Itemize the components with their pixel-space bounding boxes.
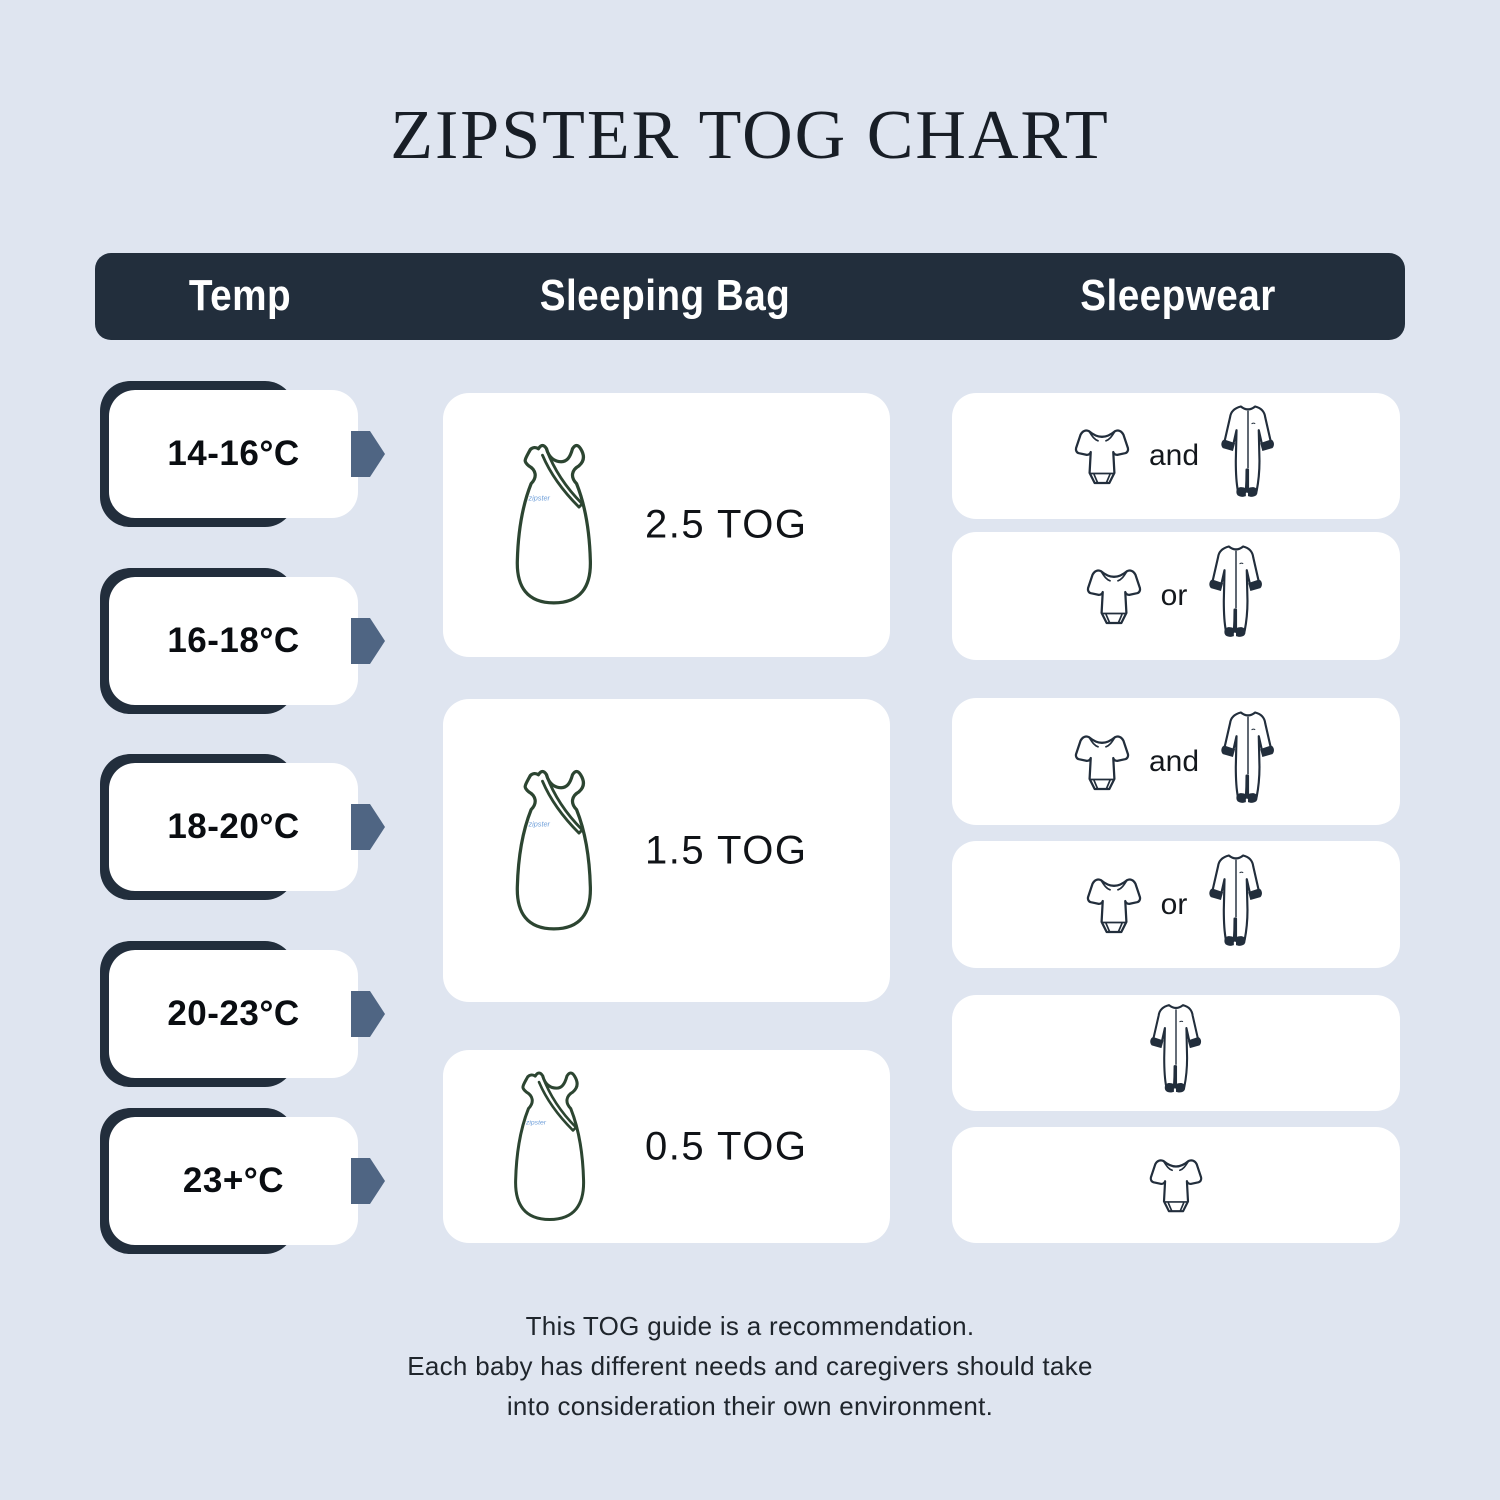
conjunction-label: and	[1148, 744, 1200, 778]
temp-box: 20-23°C	[109, 950, 358, 1078]
sleepsuit-icon	[1203, 851, 1269, 959]
arrow-right-icon	[351, 804, 385, 850]
sleepwear-card	[952, 995, 1400, 1111]
column-header-sleeping-bag: Sleeping Bag	[539, 270, 791, 320]
bodysuit-icon	[1071, 422, 1133, 490]
arrow-right-icon	[351, 618, 385, 664]
bodysuit-icon	[1083, 562, 1145, 630]
disclaimer-line: This TOG guide is a recommendation.	[525, 1311, 975, 1341]
disclaimer-line: Each baby has different needs and caregi…	[407, 1351, 1093, 1381]
column-header-temp: Temp	[188, 270, 292, 320]
conjunction-label: or	[1160, 579, 1188, 612]
temp-box: 14-16°C	[109, 390, 358, 518]
bodysuit-icon	[1071, 728, 1133, 796]
tog-value: 2.5 TOG	[645, 502, 808, 547]
conjunction-label: and	[1148, 439, 1200, 472]
arrow-right-icon	[351, 431, 385, 477]
disclaimer-line: into consideration their own environment…	[506, 1391, 994, 1421]
sleeping-bag-card: 1.5 TOG	[443, 699, 890, 1002]
temp-label: 20-23°C	[167, 994, 300, 1033]
sleepsuit-icon	[1215, 402, 1281, 510]
conjunction-label: or	[1160, 887, 1188, 921]
sleeping-bag-icon	[493, 1067, 606, 1227]
arrow-right-icon	[351, 1158, 385, 1204]
temp-row: 23+°C	[100, 1108, 400, 1254]
sleepsuit-icon	[1144, 1001, 1208, 1105]
temp-label: 18-20°C	[167, 807, 300, 846]
sleeping-bag-icon	[493, 765, 615, 937]
arrow-right-icon	[351, 991, 385, 1037]
page-title: ZIPSTER TOG CHART	[390, 97, 1110, 174]
temp-row: 20-23°C	[100, 941, 400, 1087]
sleepwear-card: and	[952, 393, 1400, 519]
bodysuit-icon	[1083, 871, 1145, 939]
temp-label: 14-16°C	[167, 434, 300, 473]
table-header: Temp Sleeping Bag Sleepwear	[95, 253, 1405, 340]
sleeping-bag-icon	[493, 439, 615, 611]
bodysuit-icon	[1146, 1152, 1206, 1218]
tog-value: 1.5 TOG	[645, 828, 808, 872]
temp-box: 23+°C	[109, 1117, 358, 1245]
temp-box: 18-20°C	[109, 763, 358, 891]
sleeping-bag-card: 2.5 TOG	[443, 393, 890, 657]
temp-box: 16-18°C	[109, 577, 358, 705]
temp-label: 16-18°C	[167, 621, 300, 660]
temp-row: 14-16°C	[100, 381, 400, 527]
sleepwear-card: or	[952, 532, 1400, 660]
sleepwear-card: and	[952, 698, 1400, 825]
sleeping-bag-card: 0.5 TOG	[443, 1050, 890, 1243]
sleepwear-card	[952, 1127, 1400, 1243]
sleepsuit-icon	[1203, 542, 1269, 650]
temp-row: 16-18°C	[100, 568, 400, 714]
temp-label: 23+°C	[182, 1161, 285, 1200]
column-header-sleepwear: Sleepwear	[1080, 270, 1276, 320]
temp-row: 18-20°C	[100, 754, 400, 900]
sleepwear-card: or	[952, 841, 1400, 968]
disclaimer-text: This TOG guide is a recommendation. Each…	[0, 1306, 1500, 1426]
sleepsuit-icon	[1215, 708, 1281, 816]
tog-value: 0.5 TOG	[645, 1124, 808, 1168]
